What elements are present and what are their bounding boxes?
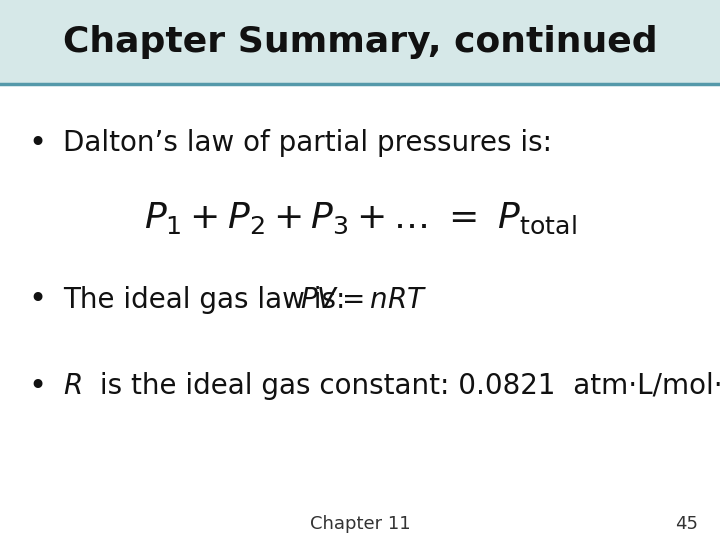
FancyBboxPatch shape	[0, 0, 720, 84]
Text: $PV = nRT$: $PV = nRT$	[300, 286, 427, 314]
Text: $R$: $R$	[63, 372, 82, 400]
Text: •: •	[29, 372, 47, 401]
Text: •: •	[29, 129, 47, 158]
Text: •: •	[29, 285, 47, 314]
Text: 45: 45	[675, 515, 698, 533]
Text: $P_1 + P_2 + P_3 + \ldots\ =\ P_{\mathrm{total}}$: $P_1 + P_2 + P_3 + \ldots\ =\ P_{\mathrm…	[143, 201, 577, 237]
Text: Chapter Summary, continued: Chapter Summary, continued	[63, 25, 657, 59]
Text: Dalton’s law of partial pressures is:: Dalton’s law of partial pressures is:	[63, 129, 552, 157]
Text: is the ideal gas constant: 0.0821  atm·L/mol·K: is the ideal gas constant: 0.0821 atm·L/…	[91, 372, 720, 400]
Text: Chapter 11: Chapter 11	[310, 515, 410, 533]
Text: The ideal gas law is:: The ideal gas law is:	[63, 286, 355, 314]
